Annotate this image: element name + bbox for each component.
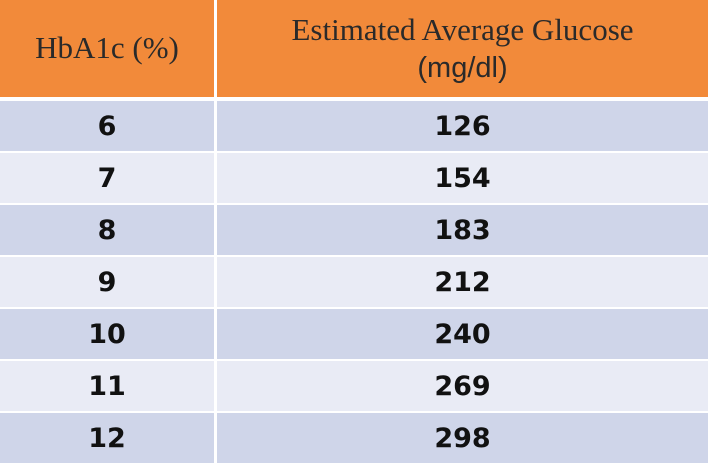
table-header-row: HbA1c (%) Estimated Average Glucose (mg/… [0,0,708,99]
table-row: 6 126 [0,101,708,151]
glucose-cell: 298 [217,413,708,463]
glucose-cell: 240 [217,309,708,359]
header-hba1c: HbA1c (%) [0,0,214,97]
hba1c-cell: 7 [0,153,214,203]
header-glucose-unit: (mg/dl) [417,51,508,84]
glucose-cell: 183 [217,205,708,255]
hba1c-cell: 6 [0,101,214,151]
glucose-cell: 269 [217,361,708,411]
header-glucose: Estimated Average Glucose (mg/dl) [217,0,708,97]
table-row: 7 154 [0,153,708,203]
table-row: 9 212 [0,257,708,307]
glucose-cell: 126 [217,101,708,151]
glucose-cell: 212 [217,257,708,307]
hba1c-cell: 9 [0,257,214,307]
table-row: 10 240 [0,309,708,359]
table-body: 6 126 7 154 8 183 9 212 10 240 11 269 12… [0,101,708,463]
table-row: 12 298 [0,413,708,463]
header-glucose-label: Estimated Average Glucose [291,12,634,47]
hba1c-cell: 8 [0,205,214,255]
table-row: 8 183 [0,205,708,255]
hba1c-cell: 12 [0,413,214,463]
hba1c-cell: 11 [0,361,214,411]
hba1c-cell: 10 [0,309,214,359]
glucose-cell: 154 [217,153,708,203]
header-hba1c-label: HbA1c (%) [35,30,179,66]
table-row: 11 269 [0,361,708,411]
